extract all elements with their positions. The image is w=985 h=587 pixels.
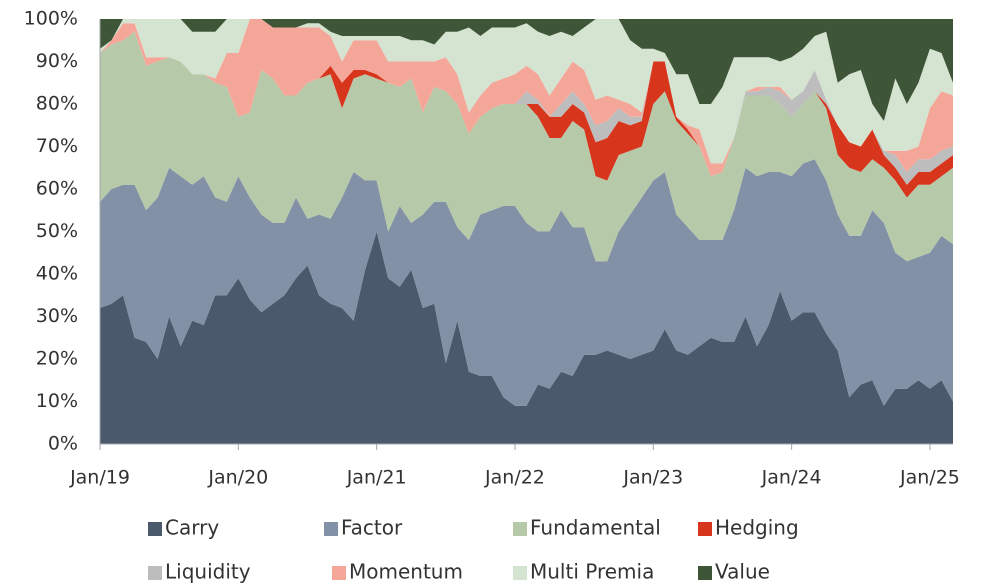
legend-item: Factor	[324, 516, 403, 540]
x-tick-label: Jan/23	[622, 467, 683, 489]
legend-item: Value	[698, 560, 770, 584]
area	[100, 19, 953, 164]
legend-swatch	[698, 522, 712, 536]
area	[100, 31, 953, 262]
y-tick-label: 70%	[36, 135, 78, 157]
y-tick-label: 0%	[48, 433, 78, 455]
legend-label: Fundamental	[530, 516, 661, 540]
y-tick-label: 100%	[24, 8, 78, 30]
area	[100, 19, 953, 121]
y-tick-label: 30%	[36, 305, 78, 327]
y-tick-label: 50%	[36, 220, 78, 242]
legend-item: Hedging	[698, 516, 799, 540]
legend-swatch	[324, 522, 338, 536]
legend-swatch	[148, 522, 162, 536]
legend-label: Value	[715, 560, 770, 584]
legend-item: Multi Premia	[513, 560, 654, 584]
legend-item: Fundamental	[513, 516, 661, 540]
y-tick-label: 60%	[36, 178, 78, 200]
y-tick-label: 20%	[36, 348, 78, 370]
legend-label: Factor	[341, 516, 403, 540]
legend-label: Hedging	[715, 516, 799, 540]
legend-label: Multi Premia	[530, 560, 654, 584]
legend-label: Liquidity	[165, 560, 251, 584]
legend-item: Carry	[148, 516, 219, 540]
x-tick-label: Jan/20	[207, 467, 268, 489]
legend-swatch	[148, 566, 162, 580]
x-tick-label: Jan/22	[484, 467, 545, 489]
area	[100, 19, 953, 177]
x-tick-label: Jan/24	[761, 467, 822, 489]
legend-label: Momentum	[349, 560, 463, 584]
x-tick-label: Jan/19	[69, 467, 130, 489]
area	[100, 231, 953, 444]
y-tick-label: 40%	[36, 263, 78, 285]
legend-item: Momentum	[332, 560, 463, 584]
area	[100, 159, 953, 406]
legend-swatch	[513, 522, 527, 536]
legend-item: Liquidity	[148, 560, 251, 584]
y-tick-label: 10%	[36, 390, 78, 412]
y-tick-label: 80%	[36, 93, 78, 115]
legend-swatch	[513, 566, 527, 580]
x-tick-label: Jan/21	[346, 467, 407, 489]
x-tick-label: Jan/25	[899, 467, 960, 489]
legend-swatch	[332, 566, 346, 580]
legend-label: Carry	[165, 516, 219, 540]
y-tick-label: 90%	[36, 50, 78, 72]
legend-swatch	[698, 566, 712, 580]
